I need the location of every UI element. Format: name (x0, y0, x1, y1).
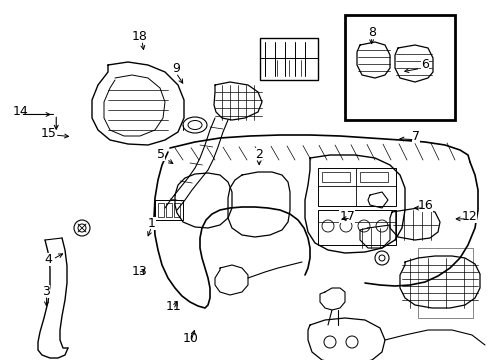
Text: 11: 11 (165, 300, 181, 312)
Text: 6: 6 (421, 58, 428, 71)
Text: 13: 13 (131, 265, 147, 278)
Text: 8: 8 (367, 26, 375, 39)
Text: 10: 10 (183, 332, 198, 345)
Bar (417, 248, 472, 318)
Text: 1: 1 (147, 217, 155, 230)
Text: 4: 4 (44, 253, 52, 266)
Text: 5: 5 (157, 148, 165, 161)
Text: 2: 2 (255, 148, 263, 161)
Bar (165, 203, 172, 217)
Bar (317, 168, 395, 206)
Bar (321, 172, 349, 182)
Bar (317, 210, 395, 245)
Bar (158, 203, 163, 217)
Text: 18: 18 (131, 30, 147, 42)
Bar (345, 15, 454, 120)
Text: 15: 15 (41, 127, 57, 140)
Text: 17: 17 (339, 210, 354, 222)
Text: 9: 9 (172, 62, 180, 75)
Bar (359, 172, 387, 182)
Text: 14: 14 (13, 105, 28, 118)
Text: 3: 3 (42, 285, 50, 298)
Bar (260, 38, 317, 80)
Bar (174, 203, 180, 217)
Text: 7: 7 (411, 130, 419, 143)
Text: 16: 16 (417, 199, 432, 212)
Text: 12: 12 (461, 210, 476, 222)
Bar (155, 200, 183, 220)
